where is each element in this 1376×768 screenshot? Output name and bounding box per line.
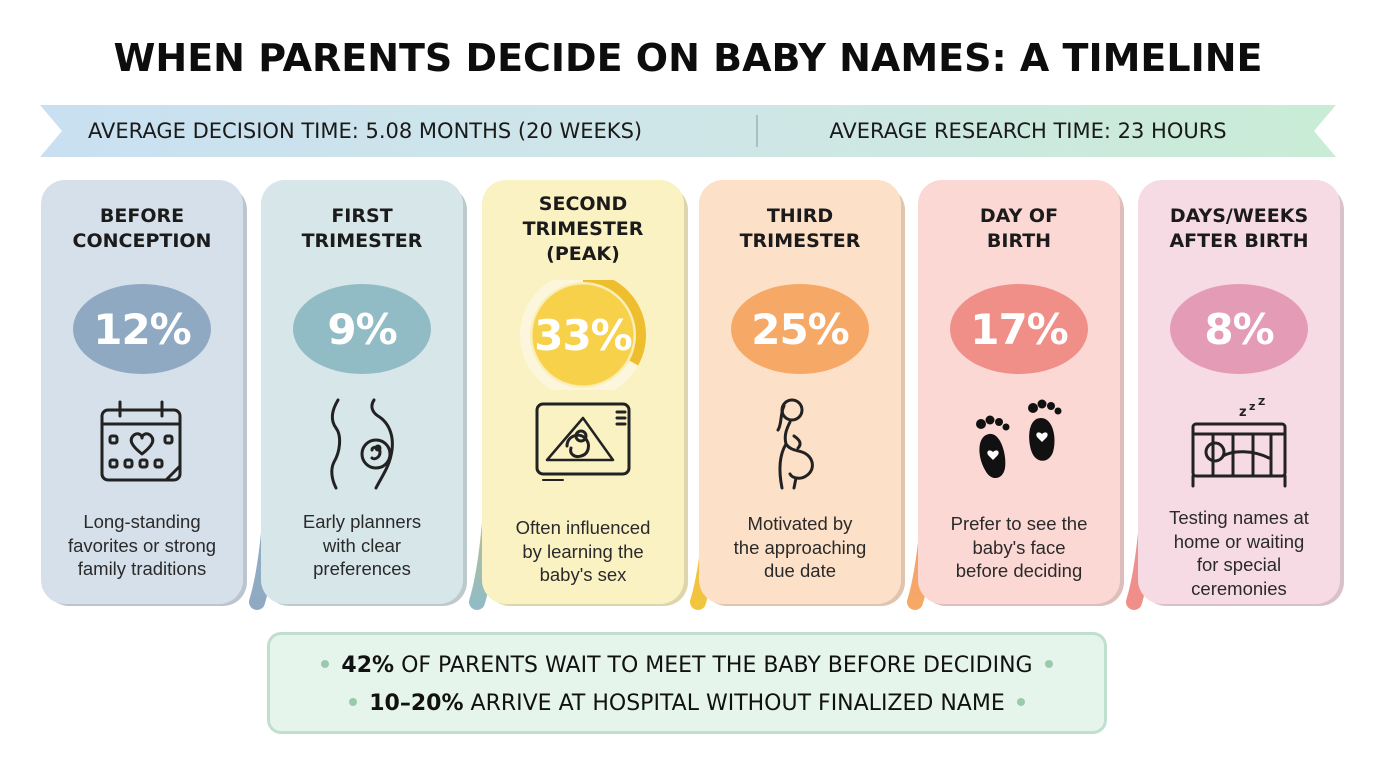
stage-description-line: home or waiting: [1173, 530, 1305, 552]
stage-title-line: AFTER BIRTH: [1169, 230, 1309, 252]
stage-description: Prefer to see the baby's face before decid…: [928, 512, 1110, 583]
stage-description-line: Prefer to see the: [950, 513, 1088, 534]
stage-percentage-badge: 8%: [1170, 284, 1308, 374]
stage-title-line: TRIMESTER: [301, 230, 423, 252]
stage-description-line: baby's face: [972, 536, 1066, 558]
stage-card: THIRD TRIMESTER 25% Motivated by the approa…: [699, 180, 901, 604]
stage-description-line: favorites or strong: [67, 534, 217, 556]
svg-text:z: z: [1249, 400, 1255, 413]
early-pregnancy-icon: [312, 396, 412, 492]
stage-description-line: Often influenced: [515, 517, 651, 538]
stage-title-line: DAYS/WEEKS: [1169, 205, 1309, 227]
stage-title-line: TRIMESTER: [739, 230, 861, 252]
stage-percentage: 12%: [93, 304, 192, 354]
banner-ribbon: [40, 105, 1336, 157]
stage-title: DAY OF BIRTH: [918, 204, 1120, 254]
stage-percentage: 8%: [1204, 304, 1274, 354]
stage-percentage-badge: 33%: [516, 280, 650, 390]
stage-percentage: 17%: [970, 304, 1069, 354]
stage-description-line: with clear: [322, 534, 402, 556]
baby-footprints-icon: [969, 396, 1069, 492]
fact-2-figure: 10–20%: [369, 691, 464, 716]
fact-1-figure: 42%: [341, 653, 395, 678]
svg-text:Z: Z: [1258, 397, 1265, 408]
stage-card: DAYS/WEEKS AFTER BIRTH 8% z z Z Testing na…: [1138, 180, 1340, 604]
stage-description-line: Testing names at: [1169, 507, 1309, 528]
stage-description: Motivated by the approaching due date: [709, 512, 891, 583]
banner-divider: [756, 115, 758, 147]
fact-line-2: 10–20% ARRIVE AT HOSPITAL WITHOUT FINALI…: [270, 691, 1104, 716]
stage-title: FIRST TRIMESTER: [261, 204, 463, 254]
stage-percentage: 33%: [534, 310, 633, 360]
stage-description: Testing names at home or waiting for speci…: [1148, 506, 1330, 600]
bullet-dot: [349, 698, 358, 706]
fact-2-text: ARRIVE AT HOSPITAL WITHOUT FINALIZED NAM…: [463, 691, 1005, 716]
stage-description-line: for special: [1196, 554, 1282, 575]
stats-banner: AVERAGE DECISION TIME: 5.08 MONTHS (20 W…: [40, 105, 1336, 157]
stage-title: BEFORE CONCEPTION: [41, 204, 243, 254]
stage-description-line: Long-standing: [83, 511, 201, 532]
stage-description-line: ceremonies: [1191, 577, 1287, 599]
stage-card: DAY OF BIRTH 17% Prefer to see the baby's f…: [918, 180, 1120, 604]
stage-card: FIRST TRIMESTER 9% Early planners with clea…: [261, 180, 463, 604]
stage-percentage: 9%: [327, 304, 397, 354]
average-decision-time: AVERAGE DECISION TIME: 5.08 MONTHS (20 W…: [88, 119, 643, 143]
page-title: WHEN PARENTS DECIDE ON BABY NAMES: A TIM…: [113, 36, 1263, 80]
bullet-dot: [1044, 660, 1053, 668]
stage-title-line: FIRST: [331, 205, 393, 227]
stage-description-line: baby's sex: [539, 564, 627, 585]
stage-title-line: CONCEPTION: [72, 230, 212, 252]
stage-title-line: BIRTH: [986, 230, 1052, 252]
stage-description-line: family traditions: [77, 558, 207, 579]
fact-1-text: OF PARENTS WAIT TO MEET THE BABY BEFORE …: [394, 653, 1033, 678]
ultrasound-icon: [533, 396, 633, 492]
stage-description: Early planners with clear preferences: [271, 510, 453, 581]
stage-percentage-badge: 25%: [731, 284, 869, 374]
sleeping-baby-crib-icon: z z Z: [1189, 396, 1289, 492]
stage-description-line: Motivated by: [747, 513, 853, 534]
pregnant-woman-icon: [750, 396, 850, 492]
bullet-dot: [1016, 698, 1025, 706]
fact-line-1: 42% OF PARENTS WAIT TO MEET THE BABY BEF…: [270, 653, 1104, 678]
stage-percentage-badge: 9%: [293, 284, 431, 374]
peak-progress-ring: [520, 280, 646, 390]
calendar-heart-icon: [92, 396, 192, 492]
bullet-dot: [321, 660, 330, 668]
stage-title-line: TRIMESTER: [522, 218, 644, 240]
stage-percentage-badge: 12%: [73, 284, 211, 374]
stage-description: Long-standing favorites or strong family t…: [51, 510, 233, 581]
stage-description-line: due date: [763, 560, 836, 581]
stage-title-line: SECOND: [538, 193, 628, 215]
stage-title-line: THIRD: [766, 205, 834, 227]
stage-percentage: 25%: [751, 304, 850, 354]
stage-title-line: DAY OF: [979, 205, 1059, 227]
stage-title: THIRD TRIMESTER: [699, 204, 901, 254]
stage-description-line: preferences: [313, 558, 411, 579]
stage-card: BEFORE CONCEPTION 12% Long-standing favorit…: [41, 180, 243, 604]
stage-description-line: the approaching: [733, 536, 867, 558]
stage-title-line: (PEAK): [546, 243, 620, 265]
key-facts-box: 42% OF PARENTS WAIT TO MEET THE BABY BEF…: [267, 632, 1107, 734]
stage-title: SECOND TRIMESTER (PEAK): [482, 192, 684, 267]
stage-title: DAYS/WEEKS AFTER BIRTH: [1138, 204, 1340, 254]
stage-card: SECOND TRIMESTER (PEAK) 33% Often influence…: [482, 180, 684, 604]
svg-text:z: z: [1239, 405, 1247, 420]
average-research-time: AVERAGE RESEARCH TIME: 23 HOURS: [829, 119, 1227, 143]
stage-percentage-badge: 17%: [950, 284, 1088, 374]
stage-description-line: before deciding: [955, 560, 1083, 581]
stage-title-line: BEFORE: [99, 205, 185, 227]
stage-description-line: Early planners: [302, 511, 422, 532]
stage-description: Often influenced by learning the baby's se…: [492, 516, 674, 587]
stage-description-line: by learning the: [522, 540, 644, 562]
